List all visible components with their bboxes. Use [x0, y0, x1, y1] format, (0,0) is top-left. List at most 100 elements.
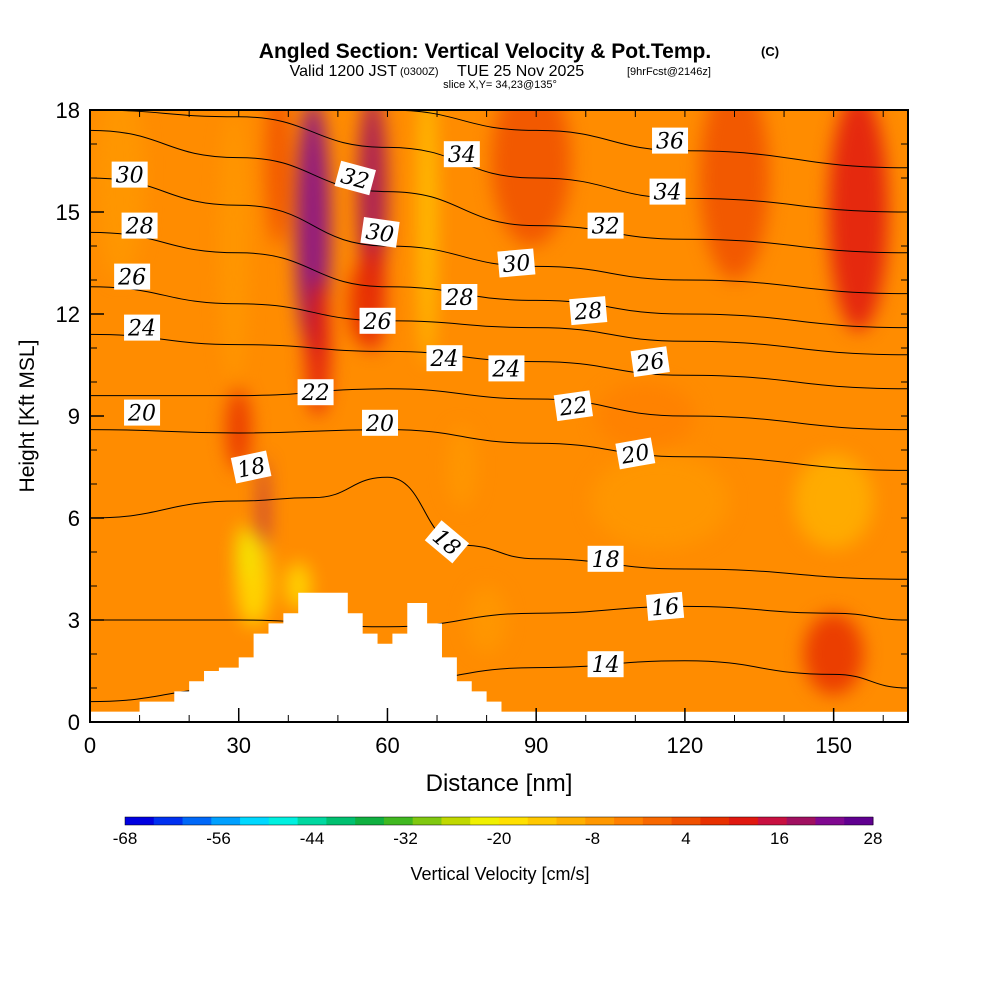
contour-label-box: [426, 345, 463, 372]
contour-label-text: 18: [235, 453, 268, 483]
contour-label-5: 18: [230, 450, 272, 484]
terrain: [90, 592, 908, 722]
contour-label-1: 28: [121, 212, 158, 240]
colorbar-swatch: [355, 817, 385, 825]
contour-label-16: 30: [497, 248, 536, 278]
contour-label-text: 28: [572, 298, 603, 325]
contour-label-box: [587, 212, 624, 239]
contour-label-text: 26: [634, 349, 666, 378]
contour-label-6: 22: [297, 379, 334, 406]
contour-label-22: 14: [587, 651, 624, 678]
y-tick-label: 9: [68, 404, 80, 429]
contour-label-20: 32: [587, 212, 624, 240]
contour-label-box: [111, 161, 148, 188]
velocity-feature-9: [218, 110, 249, 382]
contour-labels: 30 28 26 24 20 18 22 32 30 26 20 34 28 24 24 18 30 28 22 20…: [111, 127, 689, 678]
x-tick-label: 30: [226, 733, 250, 758]
theta-contour-32: [90, 129, 908, 254]
contour-label-box: [121, 212, 158, 239]
contour-label-26: 16: [646, 591, 685, 622]
contour-label-text: 22: [301, 381, 330, 406]
contour-label-text: 26: [117, 266, 146, 291]
colorbar-swatch: [815, 817, 845, 825]
colorbar-swatch: [470, 817, 500, 825]
colorbar-tick-label: -44: [300, 829, 325, 848]
colorbar-tick-label: -56: [206, 829, 231, 848]
colorbar-frame: [124, 816, 874, 826]
theta-contour-26: [90, 286, 908, 356]
y-tick-label: 18: [56, 98, 80, 123]
colorbar-swatch: [182, 817, 212, 825]
contour-label-25: 26: [630, 346, 670, 378]
x-tick-label: 60: [375, 733, 399, 758]
colorbar-tick-label: -20: [487, 829, 512, 848]
contour-label-box: [360, 217, 400, 248]
contour-label-box: [587, 545, 624, 572]
contour-label-14: 24: [488, 355, 525, 382]
contour-label-text: 30: [501, 251, 531, 278]
contour-label-box: [230, 450, 272, 484]
contour-label-box: [443, 141, 480, 168]
contour-label-10: 20: [362, 409, 399, 437]
terrain-profile: [90, 592, 537, 722]
velocity-feature-13: [699, 110, 770, 280]
contour-label-box: [488, 355, 525, 382]
contour-label-18: 22: [553, 390, 593, 422]
velocity-feature-6: [236, 524, 252, 580]
y-tick-label: 0: [68, 710, 80, 735]
contour-label-text: 22: [557, 393, 589, 422]
contour-label-19: 20: [615, 437, 656, 470]
colorbar-swatch: [786, 817, 816, 825]
colorbar-swatch: [268, 817, 299, 825]
contour-label-box: [124, 399, 161, 426]
colorbar-tick-label: -32: [393, 829, 418, 848]
contour-label-text: 32: [592, 215, 620, 240]
x-tick-label: 0: [84, 733, 96, 758]
contour-label-box: [587, 651, 624, 678]
contour-label-text: 20: [127, 402, 156, 427]
contour-label-text: 18: [592, 548, 620, 573]
y-tick-label: 12: [56, 302, 80, 327]
contour-label-3: 24: [124, 314, 161, 342]
colorbar-swatch: [614, 817, 644, 825]
theta-contour-34: [90, 110, 908, 213]
contour-label-15: 18: [424, 520, 470, 564]
colorbar-swatch: [125, 817, 155, 825]
velocity-feature-18: [265, 110, 291, 246]
theta-contours: [90, 110, 908, 703]
contour-label-text: 14: [592, 653, 620, 678]
y-axis-label: Height [Kft MSL]: [16, 340, 39, 493]
colorbar-swatch: [642, 817, 673, 825]
colorbar-swatch: [729, 817, 759, 825]
velocity-feature-11: [491, 110, 571, 246]
contour-label-text: 16: [650, 594, 680, 621]
contour-label-2: 26: [114, 263, 151, 291]
contour-label-text: 28: [444, 286, 473, 311]
contour-label-9: 26: [359, 307, 396, 335]
contour-label-box: [114, 263, 151, 290]
contour-label-box: [334, 160, 376, 196]
contour-label-box: [362, 409, 399, 436]
velocity-feature-15: [793, 453, 874, 549]
contour-label-box: [553, 390, 593, 422]
contour-label-0: 30: [111, 161, 148, 189]
valid-line: Valid 1200 JST (0300Z) TUE 25 Nov 2025 […: [290, 63, 711, 80]
colorbar-swatch: [556, 817, 586, 825]
contour-label-text: 24: [127, 317, 156, 342]
contour-label-text: 24: [429, 347, 458, 372]
contour-label-box: [441, 284, 478, 310]
contour-label-box: [630, 346, 670, 377]
colorbar-swatch: [757, 817, 788, 825]
contour-label-box: [497, 248, 536, 278]
contour-label-box: [615, 437, 656, 470]
contour-label-box: [652, 127, 689, 154]
valid-date: TUE 25 Nov 2025: [457, 63, 584, 80]
colorbar-swatch: [297, 817, 327, 825]
contour-label-box: [297, 379, 334, 406]
contour-label-8: 30: [360, 217, 400, 248]
contour-label-21: 18: [587, 545, 624, 573]
theta-contour-16: [90, 605, 908, 628]
colorbar-tick-label: -68: [113, 829, 138, 848]
